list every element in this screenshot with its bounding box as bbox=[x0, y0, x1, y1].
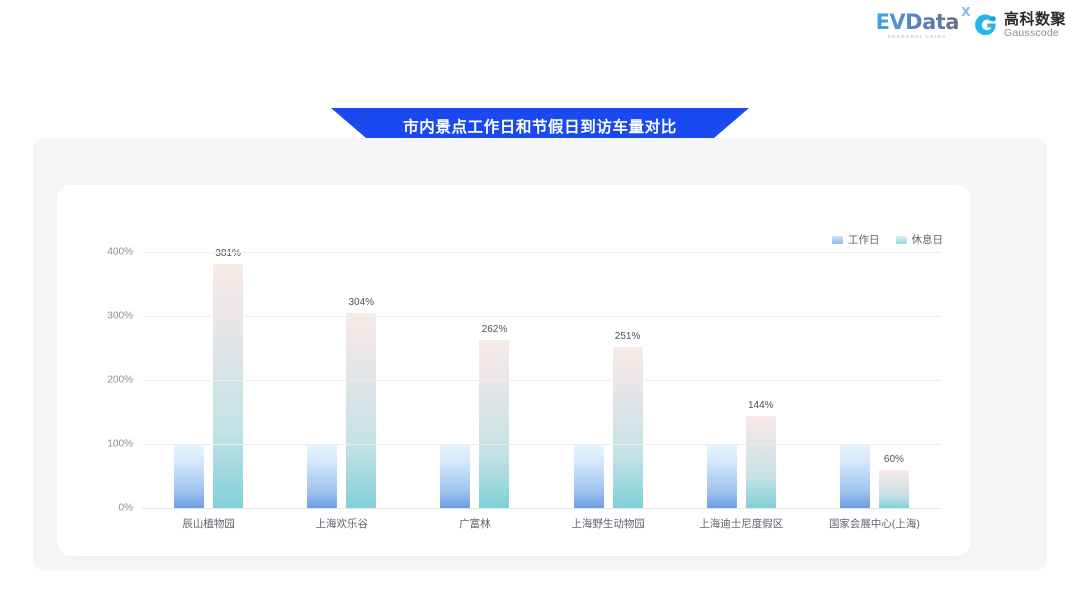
bar-weekday[interactable] bbox=[706, 444, 737, 508]
bar-weekday[interactable] bbox=[839, 444, 870, 508]
bar-rect[interactable] bbox=[213, 264, 244, 508]
bar-restday[interactable]: 60% bbox=[878, 454, 909, 508]
x-axis-category-label: 广富林 bbox=[459, 518, 491, 530]
bar-weekday[interactable] bbox=[307, 444, 338, 508]
chart-plot-area: 381% 304% 262% 251% 144% 60% 0% 100% 200% 300% 40… bbox=[107, 247, 941, 514]
bar-weekday[interactable] bbox=[440, 444, 471, 508]
evdata-subtitle: SHANGHAI CHINA bbox=[887, 34, 947, 39]
chart-x-axis-labels: 辰山植物园 上海欢乐谷 广富林 上海野生动物园 上海迪士尼度假区 国家会展中心(上海) bbox=[142, 516, 941, 531]
bar-rect[interactable] bbox=[573, 444, 604, 508]
gausscode-name-en: Gausscode bbox=[1003, 26, 1059, 39]
bar-group: 304% bbox=[275, 252, 408, 508]
x-axis-category-label: 辰山植物园 bbox=[182, 518, 235, 530]
bar-group: 381% bbox=[142, 248, 275, 508]
bar-rect[interactable] bbox=[346, 313, 377, 508]
bar-value-label: 251% bbox=[614, 331, 641, 343]
bar-rect[interactable] bbox=[307, 444, 338, 508]
bar-value-label: 144% bbox=[747, 399, 774, 411]
bar-group: 144% bbox=[675, 252, 808, 508]
bar-restday[interactable]: 262% bbox=[479, 324, 510, 508]
bar-rect[interactable] bbox=[839, 444, 870, 508]
evdata-logo: EVData X SHANGHAI CHINA bbox=[875, 6, 971, 39]
gridline bbox=[142, 252, 941, 253]
chart-card: 工作日 休息日 381% 304% 262% 251% 144% 60% 0% 100% 200… bbox=[57, 185, 971, 556]
bar-rect[interactable] bbox=[479, 340, 510, 508]
chart-legend: 工作日 休息日 bbox=[832, 232, 943, 247]
legend-swatch-icon bbox=[895, 235, 907, 244]
x-axis-category-label: 上海欢乐谷 bbox=[315, 518, 369, 530]
bar-restday[interactable]: 144% bbox=[745, 400, 776, 508]
gridline bbox=[142, 380, 941, 381]
legend-item-restday[interactable]: 休息日 bbox=[895, 232, 944, 247]
bar-rect[interactable] bbox=[612, 347, 643, 508]
y-axis-tick-label: 300% bbox=[107, 310, 133, 322]
legend-item-weekday[interactable]: 工作日 bbox=[832, 232, 880, 247]
evdata-wordmark: EVData X bbox=[875, 6, 970, 34]
gausscode-logo: 高科数聚 Gausscode bbox=[975, 12, 1066, 39]
gausscode-text: 高科数聚 Gausscode bbox=[1004, 12, 1066, 39]
bar-value-label: 381% bbox=[215, 248, 241, 260]
bar-value-label: 304% bbox=[348, 297, 375, 309]
bar-weekday[interactable] bbox=[174, 444, 205, 508]
y-axis-tick-label: 200% bbox=[107, 374, 133, 386]
x-axis-category-label: 国家会展中心(上海) bbox=[828, 518, 920, 530]
bar-weekday[interactable] bbox=[573, 444, 604, 508]
bar-restday[interactable]: 381% bbox=[213, 248, 244, 508]
bar-rect[interactable] bbox=[174, 444, 205, 508]
brand-header: EVData X SHANGHAI CHINA 高科数聚 Gausscode bbox=[875, 6, 1066, 39]
bar-rect[interactable] bbox=[440, 444, 471, 508]
x-axis-category-label: 上海野生动物园 bbox=[571, 518, 645, 530]
bar-value-label: 60% bbox=[883, 453, 904, 465]
evdata-superscript-x: X bbox=[961, 5, 970, 19]
x-axis-category-label: 上海迪士尼度假区 bbox=[699, 518, 784, 530]
chart-bars-layer: 381% 304% 262% 251% 144% 60% bbox=[142, 248, 941, 508]
bar-value-label: 262% bbox=[481, 324, 508, 336]
bar-rect[interactable] bbox=[878, 469, 909, 508]
y-axis-tick-label: 400% bbox=[107, 246, 133, 258]
gausscode-mark-icon bbox=[975, 14, 998, 37]
evdata-wordmark-text: EVData bbox=[875, 10, 959, 34]
bar-rect[interactable] bbox=[745, 415, 776, 508]
bar-restday[interactable]: 304% bbox=[346, 297, 377, 508]
legend-swatch-icon bbox=[832, 235, 843, 244]
legend-label: 休息日 bbox=[911, 234, 944, 246]
gridline bbox=[142, 444, 941, 445]
gridline bbox=[142, 508, 941, 509]
bar-group: 60% bbox=[808, 252, 941, 508]
gausscode-name-cn: 高科数聚 bbox=[1003, 11, 1066, 29]
bar-group: 251% bbox=[542, 252, 675, 508]
legend-label: 工作日 bbox=[848, 234, 880, 246]
y-axis-tick-label: 0% bbox=[118, 502, 133, 514]
y-axis-tick-label: 100% bbox=[107, 438, 133, 450]
bar-group: 262% bbox=[408, 252, 541, 508]
bar-rect[interactable] bbox=[706, 444, 737, 508]
bar-restday[interactable]: 251% bbox=[612, 331, 643, 508]
gridline bbox=[142, 316, 941, 317]
